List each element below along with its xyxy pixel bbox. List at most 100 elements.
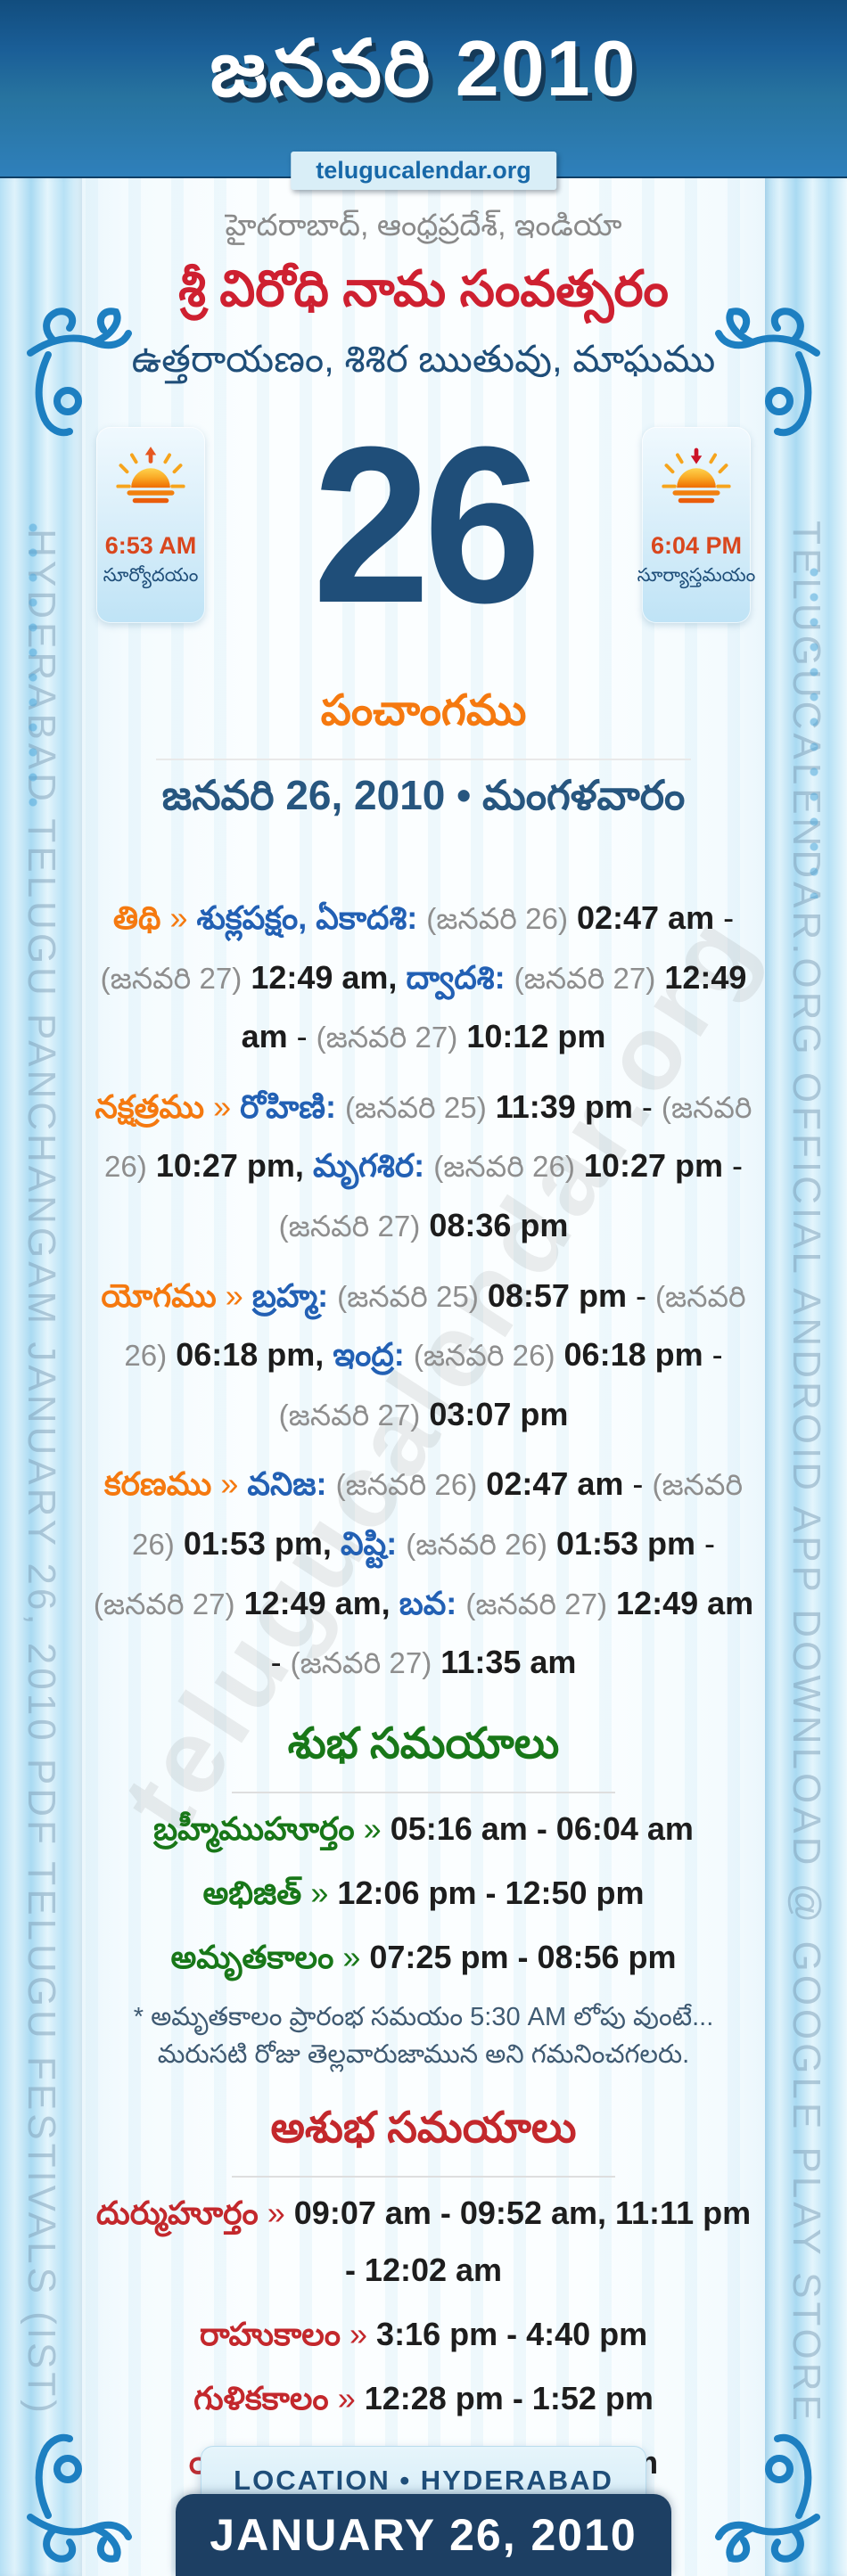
text-segment: వనిజ: (247, 1465, 327, 1503)
day-row: 6:53 AM సూర్యోదయం 26 (93, 400, 756, 649)
sunset-label: సూర్యాస్తమయం (637, 565, 756, 586)
entry-separator: » (342, 1938, 361, 1975)
text-segment: (జనవరి 26) (406, 1528, 547, 1562)
text-segment: ద్వాదశి: (406, 958, 506, 996)
shubha-title: శుభ సమయాలు (287, 1719, 560, 1768)
dots-ornament (27, 515, 39, 809)
text-segment: - (704, 1524, 716, 1562)
text-segment: - (632, 1465, 644, 1503)
text-segment: 12:49 am, (243, 1584, 391, 1621)
entry-value: 12:06 pm - 12:50 pm (337, 1874, 645, 1911)
text-segment: (జనవరి 27) (465, 1587, 608, 1621)
text-segment: 02:47 am (486, 1465, 624, 1503)
text-segment: (జనవరి 27) (100, 962, 243, 996)
text-segment: 02:47 am (576, 899, 715, 936)
text-segment: 12:49 am, (251, 958, 398, 996)
text-segment: 11:35 am (440, 1644, 577, 1681)
section-separator: » (169, 899, 188, 936)
entry-separator: » (310, 1874, 329, 1911)
yogam-section: యోగము » బ్రహ్మ: (జనవరి 25) 08:57 pm - (జ… (93, 1267, 754, 1445)
shubha-entry: బ్రహ్మీముహూర్తం » 05:16 am - 06:04 am (93, 1801, 754, 1858)
right-decorative-rail: TELUGUCALENDAR.ORG OFFICIAL ANDROID APP … (765, 176, 847, 2576)
ashubha-entry: రాహుకాలం » 3:16 pm - 4:40 pm (93, 2306, 754, 2363)
text-segment: 10:12 pm (466, 1018, 606, 1055)
entry-value: 3:16 pm - 4:40 pm (376, 2316, 648, 2353)
page-title: జనవరి 2010 (210, 24, 637, 112)
text-segment: (జనవరి 25) (345, 1091, 487, 1125)
section-text: రోహిణి: (జనవరి 25) 11:39 pm - (జనవరి 26)… (104, 1088, 752, 1243)
text-segment: విష్టి: (340, 1524, 398, 1562)
right-rail-vertical-text: TELUGUCALENDAR.ORG OFFICIAL ANDROID APP … (785, 520, 828, 2424)
sunrise-card: 6:53 AM సూర్యోదయం (96, 427, 205, 623)
entry-value: 05:16 am - 06:04 am (390, 1809, 694, 1847)
day-number: 26 (312, 400, 542, 649)
nakshatram-section: నక్షత్రము » రోహిణి: (జనవరి 25) 11:39 pm … (93, 1078, 754, 1256)
text-segment: (జనవరి 27) (316, 1021, 458, 1055)
text-segment: (జనవరి 26) (433, 1151, 575, 1185)
left-decorative-rail: HYDERABAD TELUGU PANCHANGAM JANUARY 26, … (0, 176, 82, 2576)
footer-date-box: JANUARY 26, 2010 (176, 2494, 671, 2576)
entry-separator: » (349, 2316, 368, 2353)
entry-label: దుర్ముహూర్తం (95, 2195, 259, 2232)
entry-label: రాహుకాలం (199, 2316, 341, 2353)
shubha-entry: అభిజిత్ » 12:06 pm - 12:50 pm (93, 1865, 754, 1922)
header-band: జనవరి 2010 telugucalendar.org (0, 0, 847, 190)
site-badge[interactable]: telugucalendar.org (291, 152, 556, 190)
section-text: వనిజ: (జనవరి 26) 02:47 am - (జనవరి 26) 0… (94, 1465, 753, 1680)
text-segment: (జనవరి 26) (103, 1091, 752, 1185)
text-segment: 03:07 pm (429, 1395, 569, 1432)
text-segment: 10:27 pm (583, 1147, 723, 1185)
text-segment: (జనవరి 26) (335, 1469, 478, 1503)
text-segment: 06:18 pm (563, 1336, 703, 1374)
text-segment: - (723, 899, 735, 936)
left-rail-vertical-text: HYDERABAD TELUGU PANCHANGAM JANUARY 26, … (20, 528, 63, 2416)
section-separator: » (213, 1087, 232, 1125)
text-segment: మృగశిర: (312, 1147, 425, 1185)
text-segment: 11:39 pm (495, 1087, 633, 1125)
section-label: నక్షత్రము (95, 1087, 205, 1125)
karanam-section: కరణము » వనిజ: (జనవరి 26) 02:47 am - (జనవ… (93, 1455, 754, 1692)
tithi-section: తిథి » శుక్లపక్షం, ఏకాదశి: (జనవరి 26) 02… (93, 889, 754, 1067)
text-segment: (జనవరి 27) (93, 1587, 235, 1621)
corner-flourish-icon (27, 308, 132, 437)
ashubha-title: అశుభ సమయాలు (270, 2104, 577, 2153)
text-segment: బ్రహ్మ: (251, 1276, 329, 1314)
entry-separator: » (267, 2195, 285, 2232)
entry-label: గుళికకాలం (193, 2380, 329, 2417)
panchangam-sections: తిథి » శుక్లపక్షం, ఏకాదశి: (జనవరి 26) 02… (93, 889, 754, 1693)
text-segment: - (732, 1147, 743, 1185)
section-separator: » (220, 1465, 239, 1503)
text-segment: 01:53 pm, (183, 1524, 332, 1562)
section-label: తిథి (112, 899, 161, 936)
text-segment: (జనవరి 27) (514, 962, 656, 996)
text-segment: 12:49 am (616, 1584, 754, 1621)
text-segment: - (635, 1276, 646, 1314)
section-label: కరణము (103, 1465, 212, 1503)
text-segment: 01:53 pm (555, 1524, 696, 1562)
text-segment: - (711, 1336, 723, 1374)
entry-value: 12:28 pm - 1:52 pm (364, 2380, 654, 2417)
divider (156, 759, 691, 760)
text-segment: (జనవరి 27) (278, 1399, 421, 1432)
location-line: హైదరాబాద్, ఆంధ్రప్రదేశ్, ఇండియా (225, 209, 622, 242)
section-label: యోగము (101, 1276, 217, 1314)
corner-flourish-icon (27, 2433, 132, 2563)
text-segment: (జనవరి 26) (124, 1280, 746, 1374)
entry-separator: » (337, 2380, 356, 2417)
section-text: బ్రహ్మ: (జనవరి 25) 08:57 pm - (జనవరి 26)… (124, 1277, 745, 1432)
text-segment: 08:57 pm (487, 1276, 627, 1314)
text-segment: (జనవరి 26) (413, 1340, 555, 1374)
sunrise-time: 6:53 AM (104, 532, 197, 559)
text-segment: (జనవరి 27) (278, 1210, 421, 1243)
text-segment: 06:18 pm, (176, 1336, 325, 1374)
samvatsaram-line: శ్రీ విరోధి నామ సంవత్సరం (178, 260, 669, 316)
text-segment: (జనవరి 27) (290, 1647, 432, 1681)
sunrise-icon (116, 447, 185, 504)
entry-label: అమృతకాలం (170, 1938, 334, 1975)
text-segment: 10:27 pm, (155, 1147, 304, 1185)
sunrise-label: సూర్యోదయం (103, 565, 199, 586)
entry-label: బ్రహ్మీముహూర్తం (153, 1809, 355, 1847)
entry-value: 09:07 am - 09:52 am, 11:11 pm - 12:02 am (293, 2195, 752, 2289)
text-segment: (జనవరి 26) (131, 1469, 744, 1562)
